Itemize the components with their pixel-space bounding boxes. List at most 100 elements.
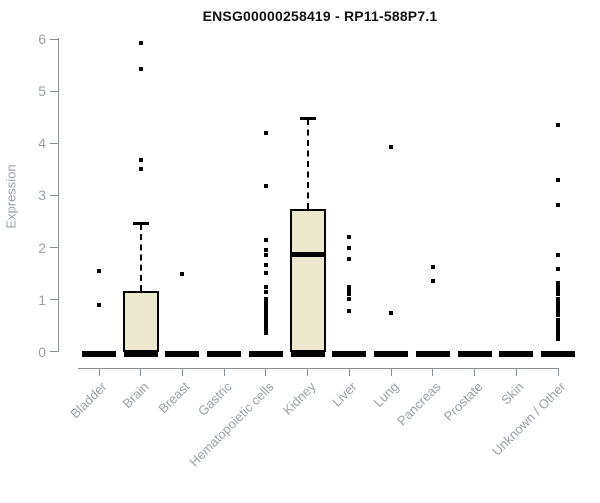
zero-bar bbox=[457, 350, 492, 357]
y-tick bbox=[50, 194, 58, 196]
outlier-point bbox=[264, 322, 268, 326]
zero-bar bbox=[415, 350, 450, 357]
outlier-point bbox=[556, 292, 560, 296]
x-tick bbox=[223, 368, 225, 376]
outlier-point bbox=[556, 321, 560, 325]
zero-bar bbox=[290, 350, 325, 357]
x-tick bbox=[307, 368, 309, 376]
zero-bar bbox=[123, 350, 158, 357]
outlier-point bbox=[264, 131, 268, 135]
outlier-point bbox=[556, 328, 560, 332]
outlier-point bbox=[556, 267, 560, 271]
outlier-point bbox=[264, 315, 268, 319]
whisker-line bbox=[306, 118, 309, 210]
x-tick bbox=[474, 368, 476, 376]
outlier-point bbox=[556, 325, 560, 329]
outlier-point bbox=[556, 337, 560, 341]
x-tick bbox=[390, 368, 392, 376]
y-tick bbox=[50, 351, 58, 353]
outlier-point bbox=[347, 285, 351, 289]
outlier-point bbox=[264, 312, 268, 316]
zero-bar bbox=[541, 350, 576, 357]
outlier-point bbox=[347, 309, 351, 313]
y-tick bbox=[50, 90, 58, 92]
outlier-point bbox=[556, 306, 560, 310]
x-tick bbox=[98, 368, 100, 376]
box bbox=[289, 209, 326, 352]
zero-bar bbox=[374, 350, 409, 357]
y-tick-label: 6 bbox=[38, 31, 46, 48]
x-tick bbox=[557, 368, 559, 376]
x-tick bbox=[515, 368, 517, 376]
y-tick bbox=[50, 247, 58, 248]
outlier-point bbox=[347, 297, 351, 301]
outlier-point bbox=[556, 123, 560, 127]
outlier-point bbox=[264, 285, 268, 289]
outlier-point bbox=[347, 257, 351, 261]
outlier-point bbox=[139, 158, 143, 162]
outlier-point bbox=[264, 325, 268, 329]
outlier-point bbox=[139, 67, 143, 71]
box bbox=[122, 290, 159, 352]
x-tick bbox=[348, 368, 350, 376]
outlier-point bbox=[264, 238, 268, 242]
y-tick-label: 4 bbox=[38, 135, 46, 152]
whisker-cap bbox=[132, 221, 149, 225]
outlier-point bbox=[556, 253, 560, 257]
zero-bar bbox=[165, 350, 200, 357]
x-tick bbox=[432, 368, 434, 376]
outlier-point bbox=[431, 279, 435, 283]
outlier-point bbox=[264, 297, 268, 301]
outlier-point bbox=[556, 288, 560, 292]
y-tick bbox=[50, 299, 58, 301]
outlier-point bbox=[264, 331, 268, 335]
y-tick-label: 2 bbox=[38, 239, 46, 256]
y-tick bbox=[50, 142, 58, 144]
whisker-line bbox=[139, 223, 142, 291]
outlier-point bbox=[347, 235, 351, 239]
outlier-point bbox=[139, 167, 143, 171]
y-tick-label: 5 bbox=[38, 83, 46, 100]
y-tick-label: 1 bbox=[38, 291, 46, 308]
outlier-point bbox=[264, 248, 268, 252]
outlier-point bbox=[264, 306, 268, 310]
y-axis-line bbox=[58, 38, 59, 352]
outlier-point bbox=[264, 318, 268, 322]
outlier-point bbox=[556, 331, 560, 335]
zero-bar bbox=[248, 350, 283, 357]
outlier-point bbox=[389, 145, 393, 149]
outlier-point bbox=[556, 318, 560, 322]
outlier-point bbox=[389, 311, 393, 315]
outlier-point bbox=[556, 285, 560, 289]
outlier-point bbox=[139, 41, 143, 45]
outlier-point bbox=[180, 272, 184, 276]
outlier-point bbox=[264, 263, 268, 267]
zero-bar bbox=[332, 350, 367, 357]
outlier-point bbox=[347, 246, 351, 250]
whisker-cap bbox=[299, 116, 316, 120]
zero-bar bbox=[207, 350, 242, 357]
x-tick bbox=[265, 368, 267, 376]
zero-bar bbox=[82, 350, 116, 357]
outlier-point bbox=[556, 297, 560, 301]
outlier-point bbox=[556, 310, 560, 314]
outlier-point bbox=[431, 265, 435, 269]
outlier-point bbox=[347, 288, 351, 292]
outlier-point bbox=[556, 313, 560, 317]
outlier-point bbox=[556, 203, 560, 207]
outlier-point bbox=[264, 184, 268, 188]
x-tick bbox=[140, 368, 142, 376]
x-axis-line bbox=[78, 368, 558, 369]
outlier-point bbox=[264, 328, 268, 332]
y-tick-label: 0 bbox=[38, 343, 46, 360]
outlier-point bbox=[264, 290, 268, 294]
outlier-point bbox=[264, 271, 268, 275]
chart-title: ENSG00000258419 - RP11-588P7.1 bbox=[202, 8, 438, 24]
outlier-point bbox=[347, 292, 351, 296]
outlier-point bbox=[264, 253, 268, 257]
outlier-point bbox=[556, 178, 560, 182]
outlier-point bbox=[264, 300, 268, 304]
outlier-point bbox=[97, 303, 101, 307]
outlier-point bbox=[264, 309, 268, 313]
